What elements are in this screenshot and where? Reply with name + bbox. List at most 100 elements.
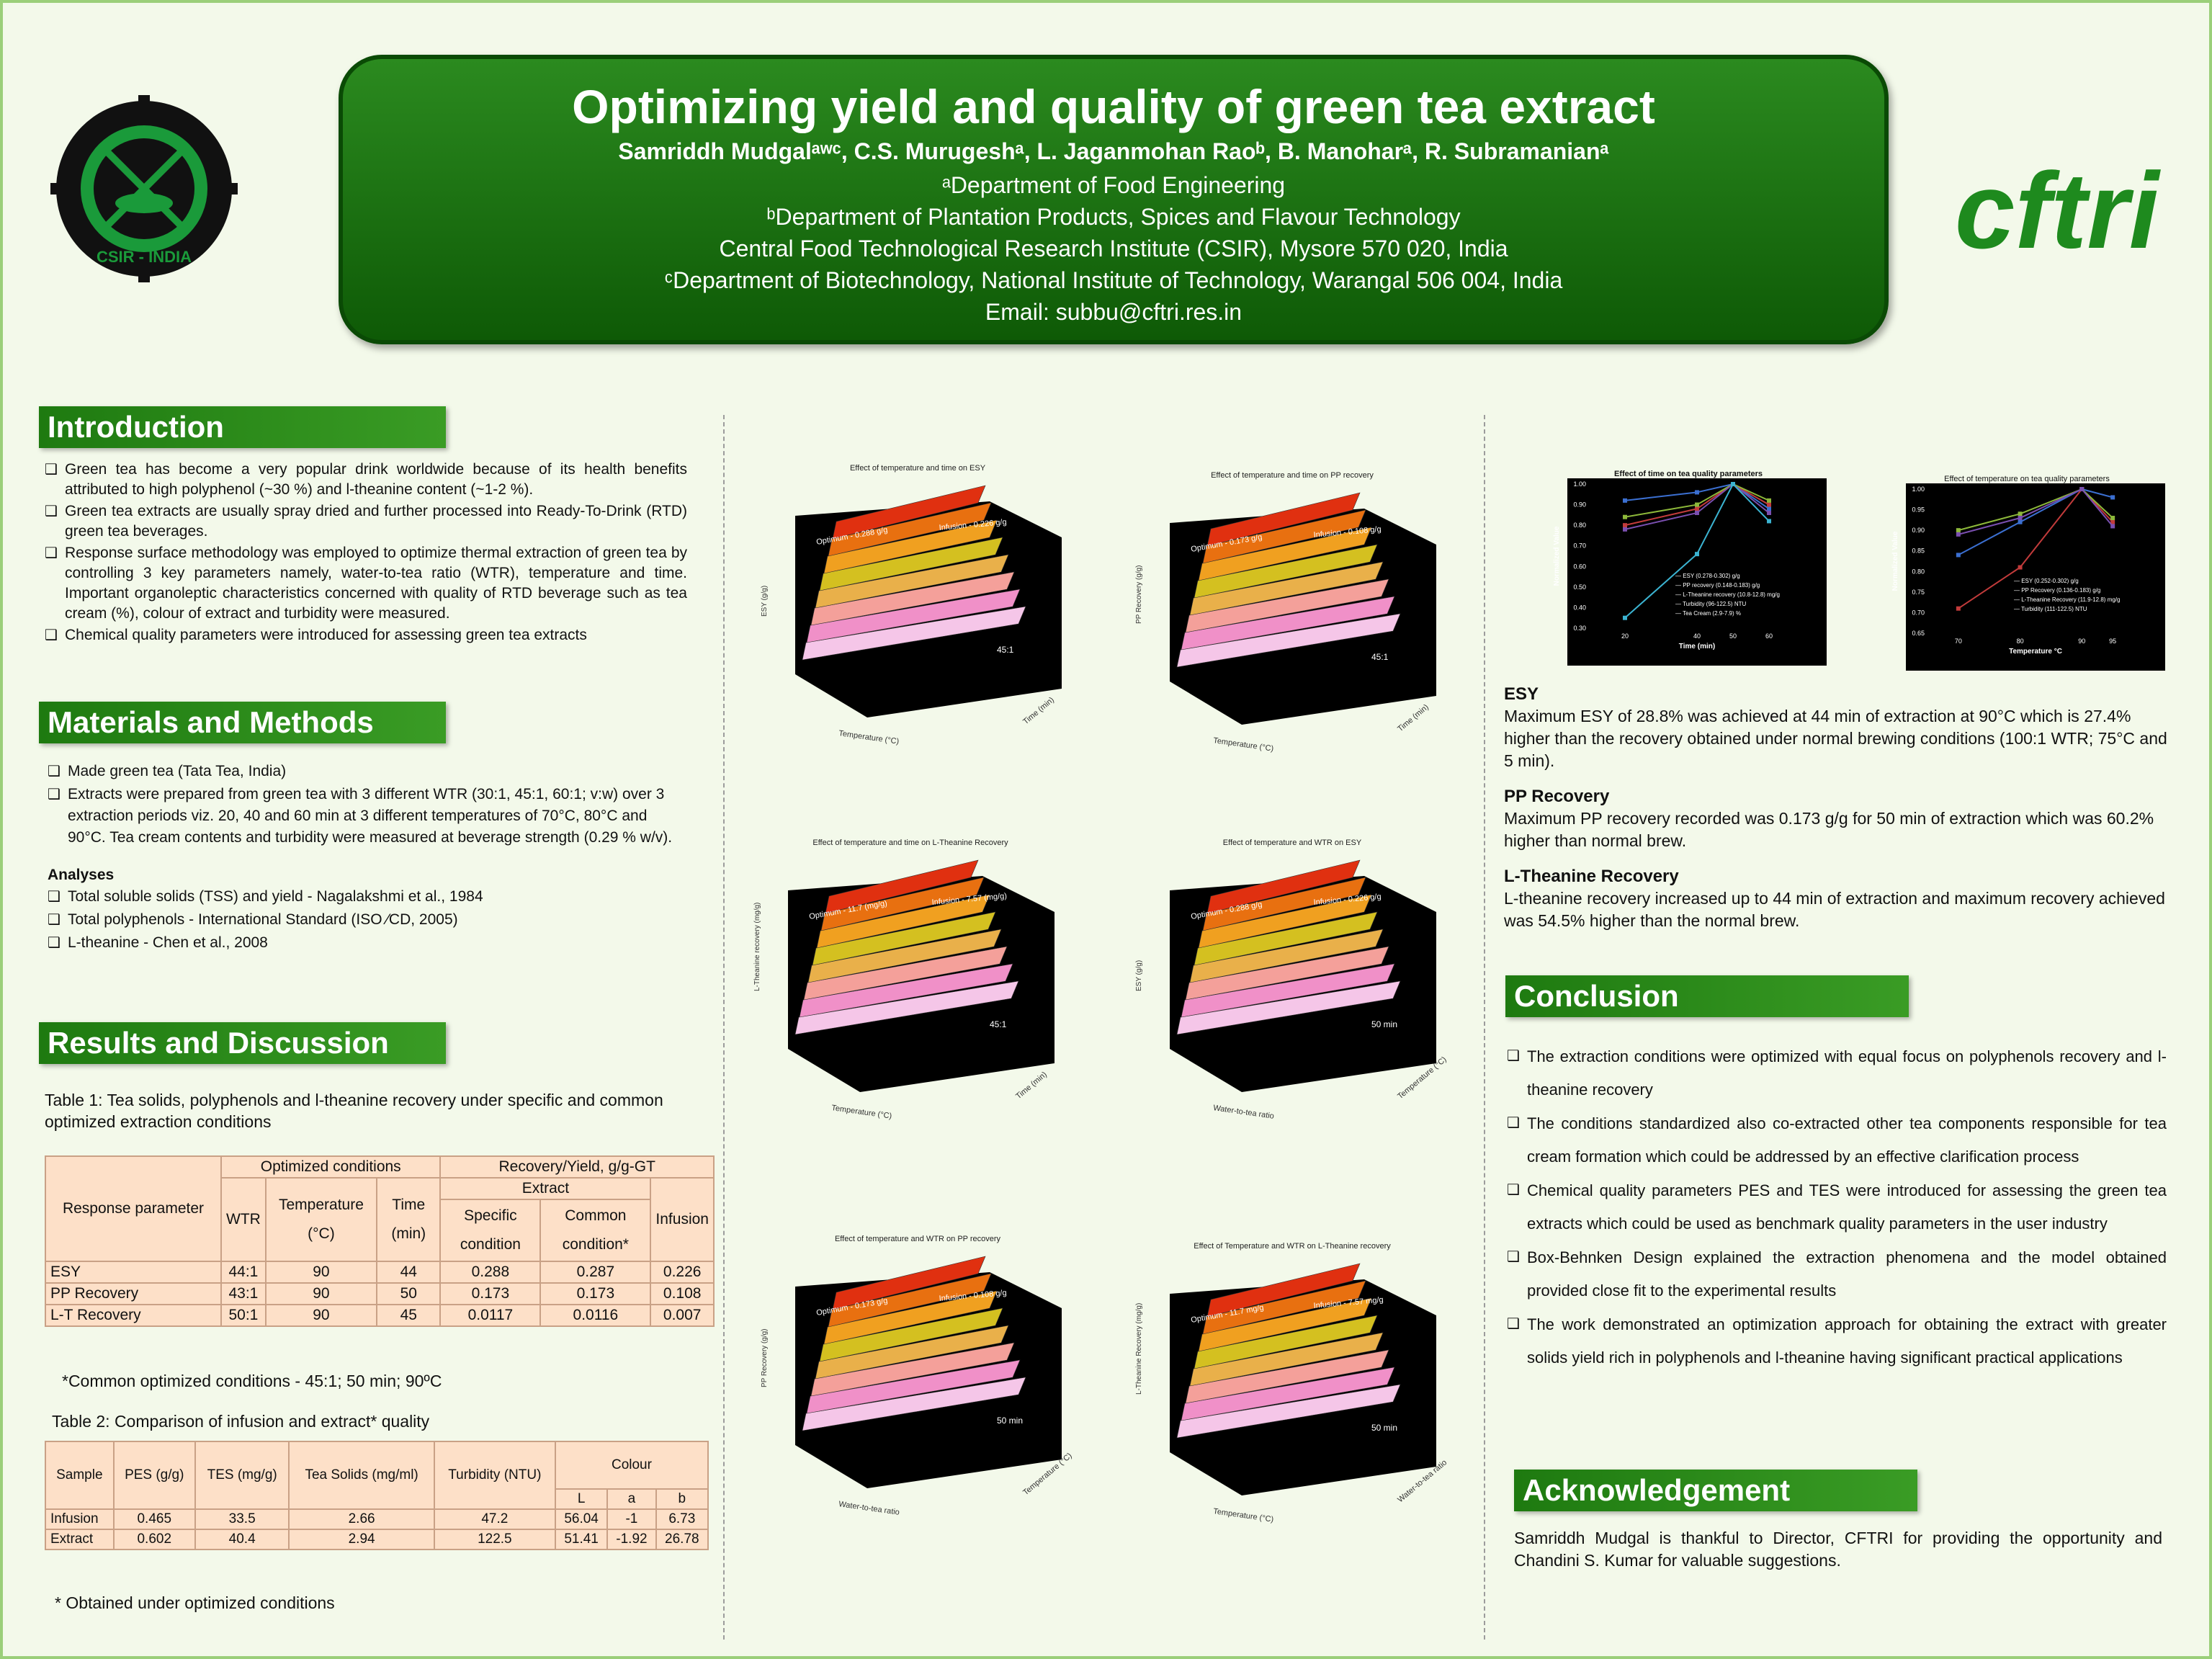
surface-band [1206,859,1361,914]
y-tick-label: 0.75 [1912,589,1925,596]
fixed-condition-label: 45:1 [1371,652,1389,662]
data-point [1767,506,1771,511]
surface-band [810,1342,1015,1397]
legend-entry: — PP recovery (0.148-0.183) g/g [1675,582,1760,589]
series-line [1958,488,2113,609]
data-point [1623,523,1627,528]
surface-band [815,554,1009,609]
table-row: Extract 0.602 40.4 2.94 122.5 51.41 -1.92 26.78 [45,1529,709,1550]
y-tick-label: 0.70 [1573,542,1586,550]
data-point [2018,565,2023,570]
data-point [1956,528,1961,533]
list-item: Total soluble solids (TSS) and yield - N… [48,886,689,908]
list-item: Extracts were prepared from green tea wi… [48,784,689,849]
data-point [2018,511,2023,517]
y-tick-label: 0.95 [1912,506,1925,514]
axis-label: ESY (g/g) [761,586,769,617]
esy-text: Maximum ESY of 28.8% was achieved at 44 … [1504,707,2167,770]
surface-band [794,980,1019,1035]
surface-band [828,1273,992,1328]
x-tick-label: 90 [2078,638,2085,645]
surface-band [828,502,992,557]
table-header: b [655,1488,709,1510]
svg-text:cftri: cftri [1955,150,2162,271]
legend-entry: — PP Recovery (0.136-0.183) g/g [2014,587,2100,594]
table2-note: * Obtained under optimized conditions [55,1593,335,1612]
series-line [1624,483,1770,527]
data-point [1695,511,1699,515]
table-1: Response parameter Optimized conditions … [45,1155,715,1327]
fixed-condition-label: 45:1 [990,1019,1007,1029]
data-point [1695,490,1699,495]
surface-plot: Effect of temperature and time on ESY Opt… [752,464,1083,752]
surface-band [1198,527,1372,581]
surface-band [802,606,1026,661]
surface-band [1206,492,1361,547]
surface-band [816,894,990,949]
surface-band [1176,613,1401,668]
legend-entry: — ESY (0.252-0.302) g/g [2014,578,2079,584]
conclusion-list: The extraction conditions were optimized… [1507,1040,2167,1375]
surface-band [1185,946,1389,1001]
acknowledgement-heading: Acknowledgement [1514,1470,1917,1511]
surface-band [1202,1280,1366,1335]
surface-plot: Effect of temperature and time on PP rec… [1127,471,1458,759]
axis-label: PP Recovery (g/g) [761,1328,769,1387]
surface-band [1189,929,1384,983]
data-point [1695,552,1699,557]
fixed-condition-label: 50 min [1371,1019,1397,1029]
surface-band [1194,544,1378,599]
data-point [1623,514,1627,519]
axis-label: Temperature (°C) [1213,1507,1274,1524]
surface-band [1194,1315,1378,1369]
table-header: TES (mg/g) [194,1441,290,1510]
table-header: Response parameter [45,1155,222,1262]
data-point [2110,495,2115,500]
list-item: Chemical quality parameters PES and TES … [1507,1174,2167,1240]
line-chart-time: Effect of time on tea quality parameters… [1544,470,1832,679]
table1-caption: Table 1: Tea solids, polyphenols and l-t… [45,1091,663,1131]
data-point [1767,519,1771,524]
chart-title: Effect of temperature on tea quality par… [1944,475,2110,483]
y-tick-label: 1.00 [1912,486,1925,493]
data-point [1767,502,1771,507]
list-item: The conditions standardized also co-extr… [1507,1107,2167,1173]
y-tick-label: 1.00 [1573,480,1586,488]
axis-label: Time (min) [1021,696,1056,727]
data-point [2079,487,2085,491]
table-header: Temperature (°C) [264,1177,378,1262]
table-header: Recovery/Yield, g/g-GT [439,1155,715,1179]
data-point [1695,502,1699,507]
pp-text: Maximum PP recovery recorded was 0.173 g… [1504,809,2154,850]
data-point [1623,527,1627,532]
y-tick-label: 0.80 [1912,568,1925,575]
series-line [1624,483,1770,510]
x-tick-label: 50 [1729,632,1737,640]
axis-label: Temperature (°C) [831,1104,892,1121]
plot-title: Effect of temperature and time on PP rec… [1211,471,1374,480]
surface-band [806,589,1021,643]
surface-band [1181,963,1395,1018]
x-tick-label: 70 [1955,638,1962,645]
list-item: Green tea has become a very popular drin… [45,460,687,500]
methods-heading: Materials and Methods [39,702,446,743]
table-header: Time (min) [376,1177,442,1262]
plot-title: Effect of temperature and WTR on PP reco… [834,1235,1001,1243]
legend-entry: — Turbidity (96-122.5) NTU [1675,601,1746,607]
list-item: Box-Behnken Design explained the extract… [1507,1241,2167,1307]
surface-band [832,1256,986,1310]
surface-band [832,485,986,540]
surface-band [825,859,979,914]
axis-label: Time (min) [1396,703,1430,734]
data-point [1623,615,1627,620]
table-header: Common condition* [539,1199,652,1262]
data-point [1623,498,1627,503]
x-axis-label: Temperature °C [2009,648,2062,656]
fixed-condition-label: 50 min [1371,1423,1397,1433]
surface-band [1194,911,1378,966]
data-point [2110,524,2115,529]
surface-band [1189,1332,1384,1387]
y-tick-label: 0.60 [1573,563,1586,570]
series-line [1958,488,2113,535]
